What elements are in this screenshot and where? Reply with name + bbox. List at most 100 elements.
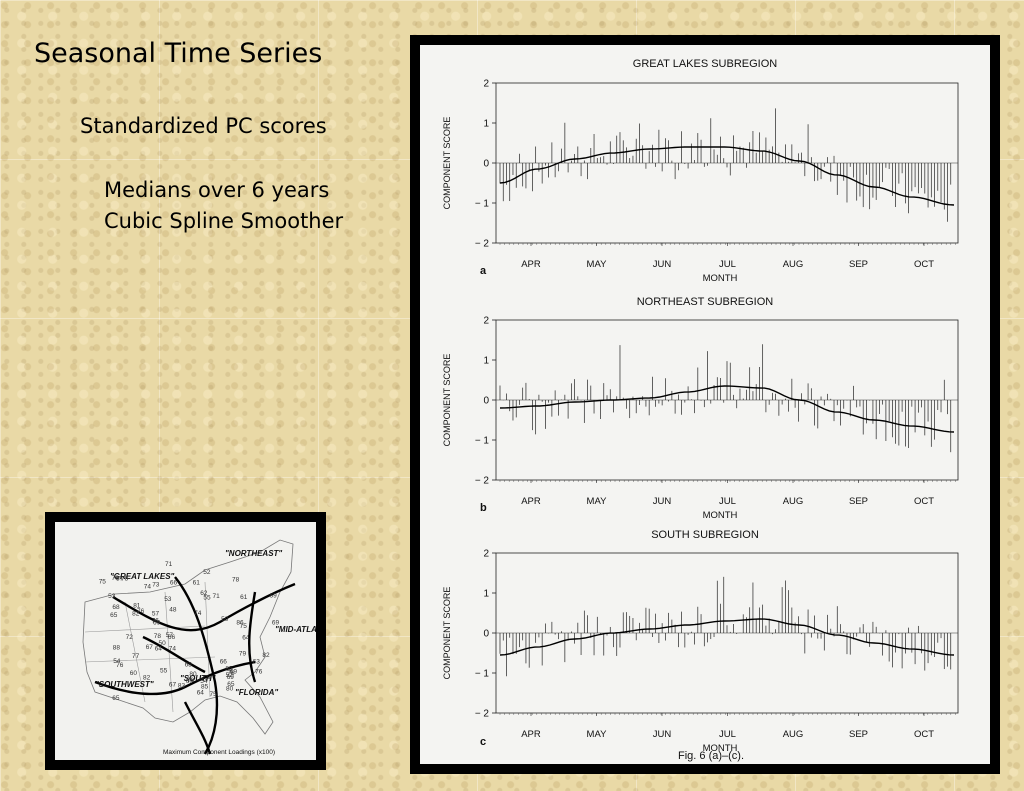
slide-subtitle: Standardized PC scores bbox=[80, 114, 327, 138]
chart-a: GREAT LAKES SUBREGION COMPONENT SCORE 2 1 0 −… bbox=[442, 58, 959, 284]
spline-curve bbox=[499, 618, 955, 656]
loading-value: 54 bbox=[200, 678, 208, 685]
loading-value: 71 bbox=[165, 561, 173, 568]
bullet-medians: Medians over 6 years bbox=[104, 178, 330, 202]
region-boundary bbox=[94, 660, 256, 696]
loading-value: 69 bbox=[153, 619, 161, 626]
y-axis-label: COMPONENT SCORE bbox=[442, 117, 452, 210]
y-tick-label: 1 bbox=[483, 589, 489, 600]
panel-letter: a bbox=[480, 265, 487, 277]
region-boundary bbox=[248, 591, 257, 683]
loading-value: 76 bbox=[255, 669, 263, 676]
y-tick-label: 0 bbox=[483, 629, 489, 640]
x-tick-label: JUN bbox=[653, 496, 672, 507]
loading-value: 59 bbox=[221, 616, 229, 623]
loading-value: 85 bbox=[201, 683, 209, 690]
state-border bbox=[84, 656, 216, 663]
loading-value: 76 bbox=[152, 618, 160, 625]
loading-value: 80 bbox=[226, 685, 234, 692]
y-tick-label: − 2 bbox=[475, 476, 490, 487]
loading-value: 74 bbox=[169, 646, 177, 653]
loading-value: 76 bbox=[116, 662, 124, 669]
x-axis-label: MONTH bbox=[703, 510, 738, 521]
x-tick-label: OCT bbox=[914, 496, 934, 507]
loading-value: 62 bbox=[200, 590, 208, 597]
loading-value: 75 bbox=[240, 623, 248, 630]
region-label: "GREAT LAKES" bbox=[110, 572, 175, 581]
state-border bbox=[204, 581, 211, 698]
x-tick-label: OCT bbox=[914, 259, 934, 270]
loading-value: 72 bbox=[126, 634, 134, 641]
region-label: "MID-ATLANTIC" bbox=[275, 625, 316, 634]
loading-value: 71 bbox=[213, 593, 221, 600]
loading-value: 61 bbox=[240, 594, 248, 601]
y-tick-label: − 1 bbox=[475, 199, 490, 210]
y-tick-label: 0 bbox=[483, 159, 489, 170]
x-tick-label: MAY bbox=[587, 496, 608, 507]
loading-value: 50 bbox=[159, 640, 167, 647]
spline-curve bbox=[499, 146, 955, 206]
y-tick-label: − 1 bbox=[475, 436, 490, 447]
chart-b: NORTHEAST SUBREGION COMPONENT SCORE 2 1 0 − 1… bbox=[442, 296, 959, 521]
panel-letter: b bbox=[480, 502, 487, 514]
loading-value: 69 bbox=[272, 620, 280, 627]
region-boundary bbox=[112, 582, 296, 632]
loading-value: 81 bbox=[133, 603, 141, 610]
y-tick-label: 0 bbox=[483, 396, 489, 407]
loading-value: 66 bbox=[220, 659, 228, 666]
x-tick-label: JUL bbox=[719, 729, 736, 740]
loading-value: 77 bbox=[132, 653, 140, 660]
figure-panel: GREAT LAKES SUBREGION COMPONENT SCORE 2 1 0 −… bbox=[420, 45, 990, 764]
loading-value: 75 bbox=[99, 579, 107, 586]
y-tick-label: − 1 bbox=[475, 669, 490, 680]
x-tick-label: APR bbox=[521, 259, 541, 270]
loading-value: 52 bbox=[226, 672, 234, 679]
loading-value: 63 bbox=[253, 659, 261, 666]
loading-value: 53 bbox=[108, 593, 116, 600]
figure-charts: GREAT LAKES SUBREGION COMPONENT SCORE 2 1 0 −… bbox=[442, 58, 959, 762]
y-tick-label: 2 bbox=[483, 316, 489, 327]
loading-value: 64 bbox=[197, 690, 205, 697]
region-boundary bbox=[183, 701, 212, 755]
loading-value: 57 bbox=[116, 576, 124, 583]
loading-value: 76 bbox=[137, 608, 145, 615]
loading-value: 88 bbox=[113, 645, 121, 652]
loading-value: 52 bbox=[203, 569, 211, 576]
loading-value: 64 bbox=[155, 646, 163, 653]
loading-value: 57 bbox=[152, 610, 160, 617]
x-tick-label: SEP bbox=[849, 259, 868, 270]
y-axis-label: COMPONENT SCORE bbox=[442, 354, 452, 447]
loading-value: 69 bbox=[230, 669, 238, 676]
x-axis-label: MONTH bbox=[703, 273, 738, 284]
loading-value: 74 bbox=[144, 584, 152, 591]
loading-value: 86 bbox=[236, 619, 244, 626]
region-label: "SOUTH" bbox=[180, 674, 216, 683]
loading-value: 66 bbox=[168, 634, 176, 641]
loading-value: 83 bbox=[178, 682, 186, 689]
x-tick-label: JUL bbox=[719, 496, 736, 507]
slide-title: Seasonal Time Series bbox=[34, 38, 323, 69]
loading-value: 68 bbox=[112, 604, 120, 611]
region-label: "NORTHEAST" bbox=[225, 549, 282, 558]
loading-value: 68 bbox=[185, 661, 193, 668]
state-border bbox=[124, 601, 146, 703]
x-tick-label: JUL bbox=[719, 259, 736, 270]
chart-c: SOUTH SUBREGION COMPONENT SCORE 2 1 0 − 1 − 2 A… bbox=[442, 529, 959, 754]
loading-value: 85 bbox=[225, 666, 233, 673]
y-tick-label: 2 bbox=[483, 79, 489, 90]
loading-value: 82 bbox=[143, 675, 151, 682]
loading-value: 65 bbox=[227, 681, 235, 688]
loading-value: 55 bbox=[203, 595, 211, 602]
loading-value: 60 bbox=[130, 670, 138, 677]
loading-value: 65 bbox=[110, 612, 118, 619]
regions-map: "NORTHEAST" "GREAT LAKES" "MID-ATLANTIC" "S… bbox=[82, 539, 340, 756]
loading-value: 67 bbox=[146, 644, 154, 651]
x-tick-label: MAY bbox=[587, 729, 608, 740]
x-tick-label: AUG bbox=[783, 259, 804, 270]
map-caption: Maximum Component Loadings (x100) bbox=[163, 749, 275, 756]
loading-value: 57 bbox=[166, 632, 174, 639]
loading-value: 75 bbox=[210, 691, 218, 698]
x-tick-label: SEP bbox=[849, 496, 868, 507]
loading-value: 60 bbox=[186, 678, 194, 685]
y-tick-label: 2 bbox=[483, 549, 489, 560]
